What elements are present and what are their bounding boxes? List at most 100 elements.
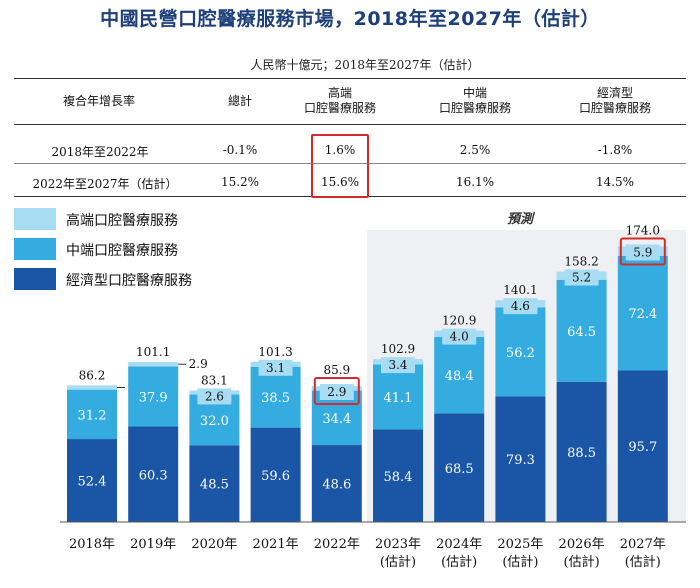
table-row-label: 2022年至2027年（估計） xyxy=(32,177,178,191)
bar-segment-midrange xyxy=(617,255,668,371)
bar-segment-economy xyxy=(189,445,240,522)
bar-segment-midrange xyxy=(495,307,546,397)
bar-segment-economy xyxy=(67,439,117,522)
legend-swatch xyxy=(14,208,56,230)
data-label-midrange: 56.2 xyxy=(506,346,535,361)
category-label: (估計) xyxy=(564,554,600,570)
forecast-label: 預測 xyxy=(506,212,533,227)
chart-title: 中國民營口腔醫療服務市場，2018年至2027年（估計） xyxy=(100,8,600,30)
data-label-economy: 95.7 xyxy=(628,440,657,455)
data-label-economy: 79.3 xyxy=(506,453,535,468)
bar-segment-economy xyxy=(434,413,485,522)
data-label-premium: 5.9 xyxy=(633,246,652,260)
premium-label-box xyxy=(197,388,232,405)
bar-segment-economy xyxy=(556,381,607,522)
table-cell: 1.6% xyxy=(324,143,356,157)
data-label-midrange: 38.5 xyxy=(261,391,290,406)
table-header-premium: 高端 口腔醫療服務 xyxy=(303,86,376,115)
data-label-economy: 58.4 xyxy=(384,470,413,485)
category-label: 2024年 xyxy=(436,537,482,552)
premium-label-box xyxy=(442,328,477,345)
bar-segment-economy xyxy=(128,426,179,522)
data-label-midrange: 31.2 xyxy=(78,408,107,423)
total-label: 158.2 xyxy=(564,255,598,269)
table-cell: 2.5% xyxy=(459,143,491,157)
data-label-midrange: 32.0 xyxy=(200,414,229,429)
bar-segment-economy xyxy=(250,427,301,522)
total-label: 174.0 xyxy=(626,224,660,238)
data-label-midrange: 37.9 xyxy=(139,391,168,406)
table-header-total: 總計 xyxy=(227,94,252,108)
category-label: 2022年 xyxy=(314,537,360,552)
premium-highlight xyxy=(313,376,360,405)
total-label: 140.1 xyxy=(503,283,537,297)
premium-label-box xyxy=(258,359,293,376)
category-label: 2020年 xyxy=(191,537,237,552)
table-row-label: 2018年至2022年 xyxy=(51,145,149,159)
bar-segment-economy xyxy=(617,370,668,522)
table-row-rule xyxy=(14,163,686,164)
bar-segment-premium xyxy=(67,385,117,390)
data-label-premium: 4.6 xyxy=(511,299,530,313)
table-header-cagr: 複合年增長率 xyxy=(62,94,135,108)
bar-segment-premium xyxy=(128,361,179,367)
data-label-premium: 5.2 xyxy=(572,271,591,285)
category-label: (估計) xyxy=(625,554,661,570)
total-label: 101.3 xyxy=(258,345,292,359)
category-label: 2018年 xyxy=(69,537,115,552)
total-label: 83.1 xyxy=(201,373,228,387)
bar-segment-economy xyxy=(495,396,546,522)
premium-label-box xyxy=(381,357,415,374)
data-label-midrange: 34.4 xyxy=(322,412,351,427)
category-label: (估計) xyxy=(502,554,538,570)
premium-label-box xyxy=(625,244,660,261)
data-label-premium: 4.0 xyxy=(450,330,469,344)
data-label-midrange: 72.4 xyxy=(628,307,657,322)
data-label-premium: 3.4 xyxy=(388,358,407,372)
bar-segment-midrange xyxy=(250,366,301,428)
category-label: 2021年 xyxy=(253,537,299,552)
premium-label-box xyxy=(319,383,354,400)
premium-label-box xyxy=(503,298,538,315)
table-cell: -0.1% xyxy=(222,143,258,157)
table-cell: 16.1% xyxy=(455,175,495,189)
category-label: 2027年 xyxy=(620,537,666,552)
premium-cagr-highlight xyxy=(311,134,369,198)
bar-segment-midrange xyxy=(373,364,423,430)
table-cell: 14.5% xyxy=(595,175,635,189)
bar-segment-economy xyxy=(373,429,423,522)
data-label-midrange: 41.1 xyxy=(384,391,413,406)
category-label: 2026年 xyxy=(559,537,605,552)
total-label: 85.9 xyxy=(323,363,350,377)
legend-swatch xyxy=(14,238,56,260)
data-label-midrange: 64.5 xyxy=(567,325,596,340)
total-label: 86.2 xyxy=(79,368,106,382)
legend-label: 高端口腔醫療服務 xyxy=(66,213,178,229)
table-header-rule xyxy=(14,124,686,125)
legend-label: 中端口腔醫療服務 xyxy=(66,243,178,259)
total-label: 101.1 xyxy=(136,345,170,359)
legend-label: 經濟型口腔醫療服務 xyxy=(66,273,192,289)
premium-label-box xyxy=(564,269,599,286)
data-label-economy: 48.6 xyxy=(322,478,351,493)
table-cell: 15.6% xyxy=(320,175,360,189)
premium-highlight xyxy=(619,237,666,266)
bar-segment-midrange xyxy=(434,336,485,414)
data-label-economy: 59.6 xyxy=(261,469,290,484)
table-cell: 15.2% xyxy=(220,175,260,189)
data-label-premium: 2.9 xyxy=(189,357,208,371)
category-label: 2023年 xyxy=(375,537,421,552)
data-label-premium: 2.9 xyxy=(327,385,346,399)
bar-segment-midrange xyxy=(556,279,607,382)
data-label-premium: 3.1 xyxy=(266,361,285,375)
category-label: (估計) xyxy=(380,554,416,570)
table-unit: 人民幣十億元；2018年至2027年（估計） xyxy=(250,58,480,72)
bar-segment-midrange xyxy=(128,366,179,427)
data-label-midrange: 48.4 xyxy=(445,369,474,384)
data-label-economy: 68.5 xyxy=(445,462,474,477)
bar-segment-economy xyxy=(311,445,362,522)
category-label: 2019年 xyxy=(130,537,176,552)
table-cell: -1.8% xyxy=(597,143,633,157)
total-label: 102.9 xyxy=(381,342,415,356)
